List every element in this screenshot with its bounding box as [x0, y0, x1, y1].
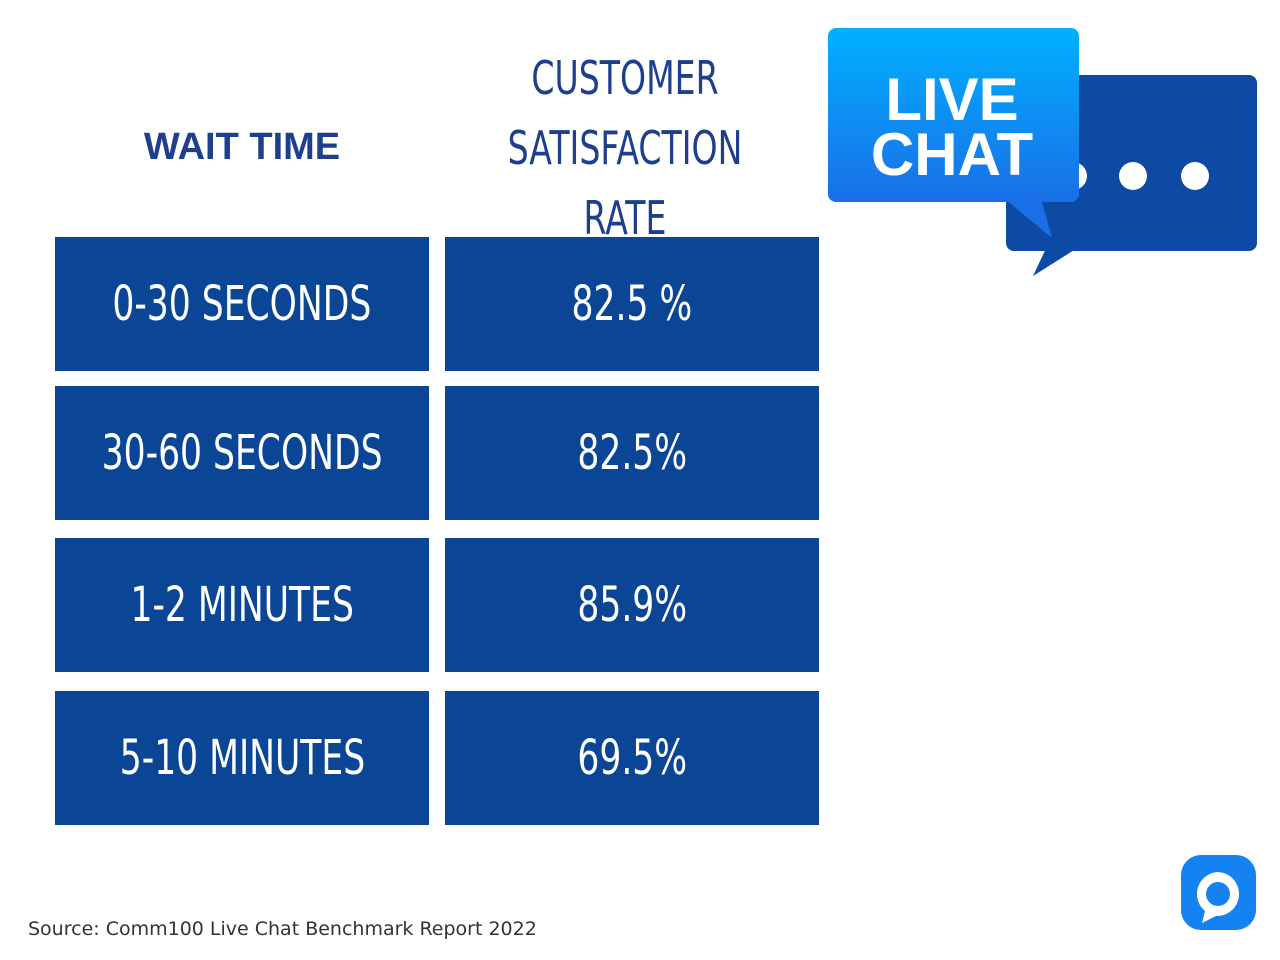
source: Source: Comm100 Live Chat Benchmark Repo… — [28, 918, 537, 940]
logo-text: CHAT — [871, 121, 1033, 188]
table-cell: 82.5 % — [445, 237, 819, 371]
header-text: CUSTOMER SATISFACTION RATE — [507, 51, 743, 245]
cell-text: 0-30 SECONDS — [112, 276, 372, 332]
header: WAIT TIME — [55, 115, 429, 179]
table-cell: 1-2 MINUTES — [55, 538, 429, 672]
chat-icon: LIVE CHAT — [828, 28, 1257, 276]
table-cell: 0-30 SECONDS — [55, 237, 429, 371]
cell-text: 5-10 MINUTES — [119, 730, 365, 786]
cell-text: 30-60 SECONDS — [101, 425, 383, 481]
cell-text: 69.5% — [577, 730, 687, 786]
cell-text: 82.5 % — [571, 276, 693, 332]
cell-text: 82.5% — [577, 425, 687, 481]
brand-icon — [1181, 855, 1256, 930]
table-cell: 5-10 MINUTES — [55, 691, 429, 825]
logo-text: LIVE — [885, 66, 1018, 133]
table-cell: 69.5% — [445, 691, 819, 825]
table-cell: 30-60 SECONDS — [55, 386, 429, 520]
header-text: WAIT TIME — [143, 125, 341, 168]
cell-text: 85.9% — [577, 577, 687, 633]
table-cell: 82.5% — [445, 386, 819, 520]
table-cell: 85.9% — [445, 538, 819, 672]
header: CUSTOMER SATISFACTION RATE — [425, 51, 825, 245]
cell-text: 1-2 MINUTES — [130, 577, 354, 633]
